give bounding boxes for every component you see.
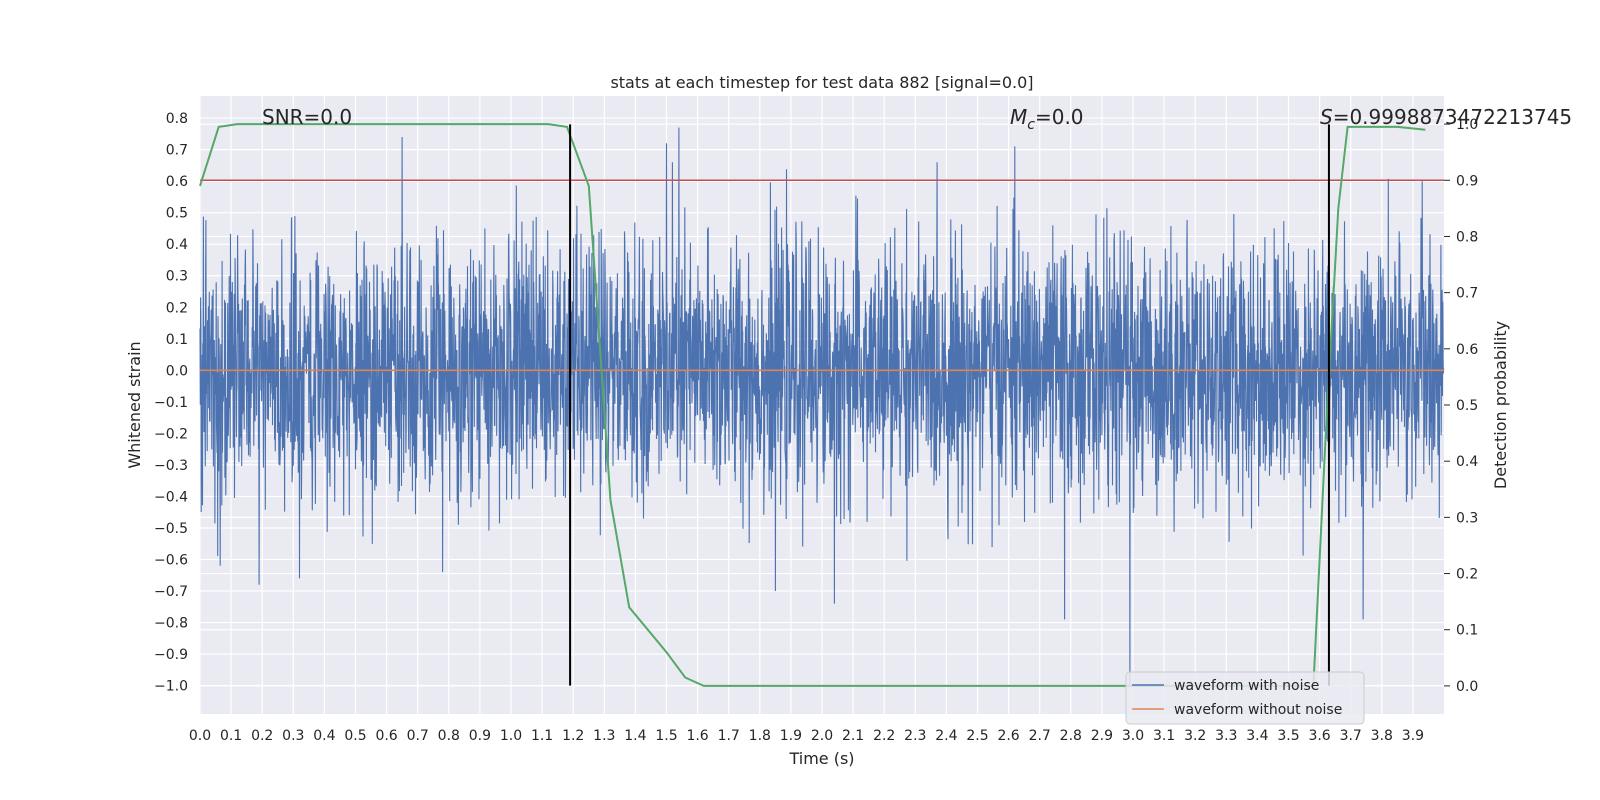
y-tick-label: −0.4 (154, 489, 188, 505)
mc-annotation: Mc=0.0 (1010, 105, 1084, 133)
x-tick-label: 0.4 (313, 728, 335, 744)
y2-tick-label: 0.0 (1456, 679, 1478, 695)
y-tick-label: 0.3 (166, 269, 188, 285)
x-tick-label: 3.0 (1122, 728, 1144, 744)
y2-tick-label: 0.3 (1456, 510, 1478, 526)
s-annotation: S=0.9998873472213745 (1320, 105, 1572, 129)
x-tick-label: 1.0 (500, 728, 522, 744)
x-tick-label: 1.2 (562, 728, 584, 744)
snr-annotation: SNR=0.0 (262, 105, 352, 129)
x-tick-label: 3.2 (1184, 728, 1206, 744)
mc-value: =0.0 (1035, 105, 1084, 129)
x-tick-label: 2.2 (873, 728, 895, 744)
mc-subscript: c (1027, 117, 1035, 133)
x-tick-label: 3.7 (1340, 728, 1362, 744)
y-tick-label: 0.5 (166, 206, 188, 222)
y2-tick-label: 0.7 (1456, 286, 1478, 302)
x-tick-label: 3.1 (1153, 728, 1175, 744)
y2-tick-label: 0.6 (1456, 342, 1478, 358)
s-symbol: S (1320, 105, 1333, 129)
series-line-detection-probability (199, 123, 1426, 687)
x-tick-label: 1.4 (624, 728, 646, 744)
x-tick-label: 2.3 (904, 728, 926, 744)
x-tick-label: 3.8 (1371, 728, 1393, 744)
y2-tick-label: 0.1 (1456, 623, 1478, 639)
x-tick-label: 1.9 (780, 728, 802, 744)
x-tick-label: 0.3 (282, 728, 304, 744)
y-tick-label: −1.0 (154, 679, 188, 695)
series-line-waveform-with-noise (199, 127, 1445, 686)
x-tick-label: 2.0 (811, 728, 833, 744)
y-tick-label: 0.2 (166, 300, 188, 316)
y2-tick-label: 1.0 (1456, 117, 1478, 133)
x-tick-label: 3.9 (1402, 728, 1424, 744)
legend: waveform with noise waveform without noi… (1125, 671, 1365, 725)
mc-symbol: M (1010, 105, 1027, 129)
legend-label-waveform-with-noise: waveform with noise (1174, 678, 1319, 694)
chart-title: stats at each timestep for test data 882… (610, 73, 1033, 92)
y2-tick-label: 0.2 (1456, 567, 1478, 583)
y2-tick-label: 0.8 (1456, 229, 1478, 245)
y-tick-label: −0.9 (154, 647, 188, 663)
x-tick-label: 3.4 (1246, 728, 1268, 744)
y-tick-label: −0.6 (154, 553, 188, 569)
y-tick-label: −0.1 (154, 395, 188, 411)
x-tick-label: 1.7 (718, 728, 740, 744)
x-tick-label: 0.8 (438, 728, 460, 744)
y-tick-label: 0.8 (166, 111, 188, 127)
x-tick-label: 2.7 (1029, 728, 1051, 744)
y-tick-label: −0.2 (154, 426, 188, 442)
y-tick-label: 0.4 (166, 237, 188, 253)
y-axis-label: Whitened strain (125, 341, 144, 468)
series-waveform-with-noise (199, 127, 1445, 686)
y-tick-label: 0.7 (166, 143, 188, 159)
x-tick-label: 3.6 (1308, 728, 1330, 744)
y2-tick-label: 0.4 (1456, 454, 1478, 470)
y2-axis-ticks: 1.0 0.9 0.8 0.7 0.6 0.5 0.4 0.3 0.2 0.1 0.0 (1444, 117, 1478, 695)
x-tick-label: 2.4 (935, 728, 957, 744)
y-tick-label: 0.6 (166, 174, 188, 190)
y2-tick-label: 0.9 (1456, 173, 1478, 189)
y-tick-label: −0.5 (154, 521, 188, 537)
x-tick-label: 2.9 (1091, 728, 1113, 744)
x-tick-label: 0.9 (469, 728, 491, 744)
y-tick-label: 0.1 (166, 332, 188, 348)
x-tick-label: 3.3 (1215, 728, 1237, 744)
x-tick-label: 0.5 (344, 728, 366, 744)
x-tick-label: 1.8 (749, 728, 771, 744)
x-tick-label: 1.6 (686, 728, 708, 744)
y-tick-label: 0.0 (166, 363, 188, 379)
x-axis-ticks: 0.0 0.1 0.2 0.3 0.4 0.5 0.6 0.7 0.8 0.9 1.0 1.1 1.2 1… (189, 728, 1424, 744)
x-axis-label: Time (s) (788, 749, 854, 768)
s-value: =0.9998873472213745 (1333, 105, 1572, 129)
x-tick-label: 1.3 (593, 728, 615, 744)
x-tick-label: 0.2 (251, 728, 273, 744)
y-tick-label: −0.8 (154, 616, 188, 632)
x-tick-label: 2.8 (1060, 728, 1082, 744)
y-axis-ticks: 0.8 0.7 0.6 0.5 0.4 0.3 0.2 0.1 0.0 −0.1 −0.2 −0.3 −… (154, 111, 188, 695)
x-tick-label: 2.6 (997, 728, 1019, 744)
x-tick-label: 0.6 (375, 728, 397, 744)
y2-axis-label: Detection probability (1491, 321, 1510, 489)
x-tick-label: 0.7 (407, 728, 429, 744)
x-tick-label: 1.5 (655, 728, 677, 744)
x-tick-label: 1.1 (531, 728, 553, 744)
x-tick-label: 2.5 (966, 728, 988, 744)
x-tick-label: 2.1 (842, 728, 864, 744)
y-tick-label: −0.7 (154, 584, 188, 600)
series-lines (199, 123, 1444, 687)
x-tick-label: 0.0 (189, 728, 211, 744)
legend-box (1125, 671, 1365, 725)
x-tick-label: 0.1 (220, 728, 242, 744)
y2-tick-label: 0.5 (1456, 398, 1478, 414)
x-tick-label: 3.5 (1277, 728, 1299, 744)
y-tick-label: −0.3 (154, 458, 188, 474)
legend-label-waveform-without-noise: waveform without noise (1174, 702, 1342, 718)
